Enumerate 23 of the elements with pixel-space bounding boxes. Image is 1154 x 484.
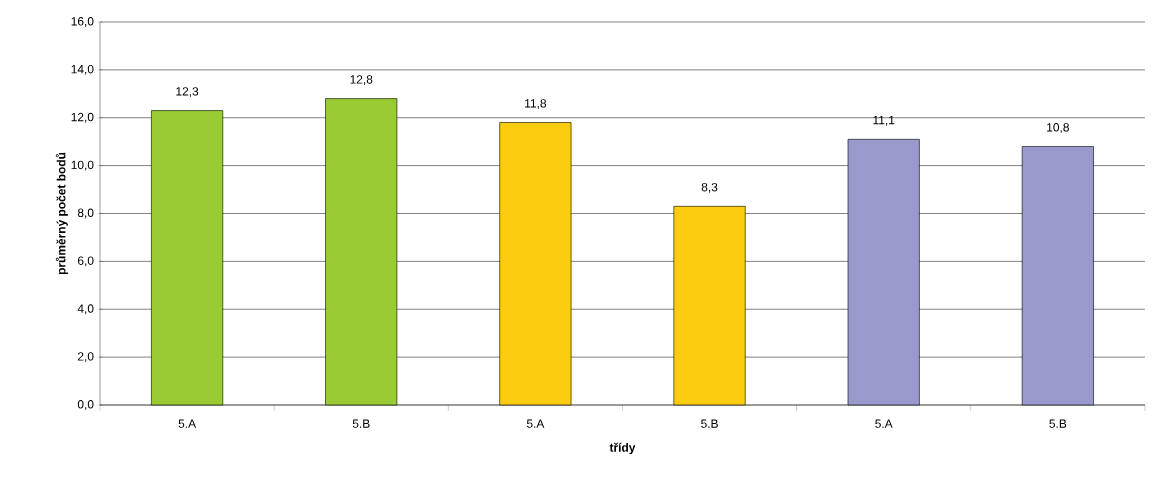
data-label: 12,8	[350, 75, 373, 86]
x-tick-label: 5.B	[352, 419, 370, 428]
x-axis-title: třídy	[609, 442, 636, 455]
y-tick-label: 12,0	[71, 112, 94, 123]
y-tick-label: 4,0	[77, 304, 94, 315]
y-tick-label: 2,0	[77, 352, 94, 363]
y-tick-label: 6,0	[77, 256, 94, 267]
x-tick-label: 5.A	[526, 419, 545, 428]
y-tick-label: 10,0	[71, 160, 94, 171]
y-tick-label: 16,0	[71, 17, 94, 27]
x-tick-label: 5.A	[875, 419, 893, 428]
y-axis-title: průměrný počet bodů	[55, 152, 68, 275]
data-label: 11,8	[525, 99, 547, 110]
x-tick-label: 5.B	[1049, 419, 1067, 428]
x-tick-label: 5.A	[178, 419, 197, 428]
y-tick-label: 0,0	[77, 400, 94, 410]
y-tick-label: 14,0	[71, 64, 94, 75]
data-label: 10,8	[1047, 123, 1069, 133]
data-label: 12,3	[176, 87, 199, 98]
x-tick-label: 5.B	[701, 419, 718, 428]
data-label: 8,3	[701, 182, 718, 193]
y-tick-label: 8,0	[77, 208, 94, 219]
data-label: 11,1	[873, 116, 895, 126]
